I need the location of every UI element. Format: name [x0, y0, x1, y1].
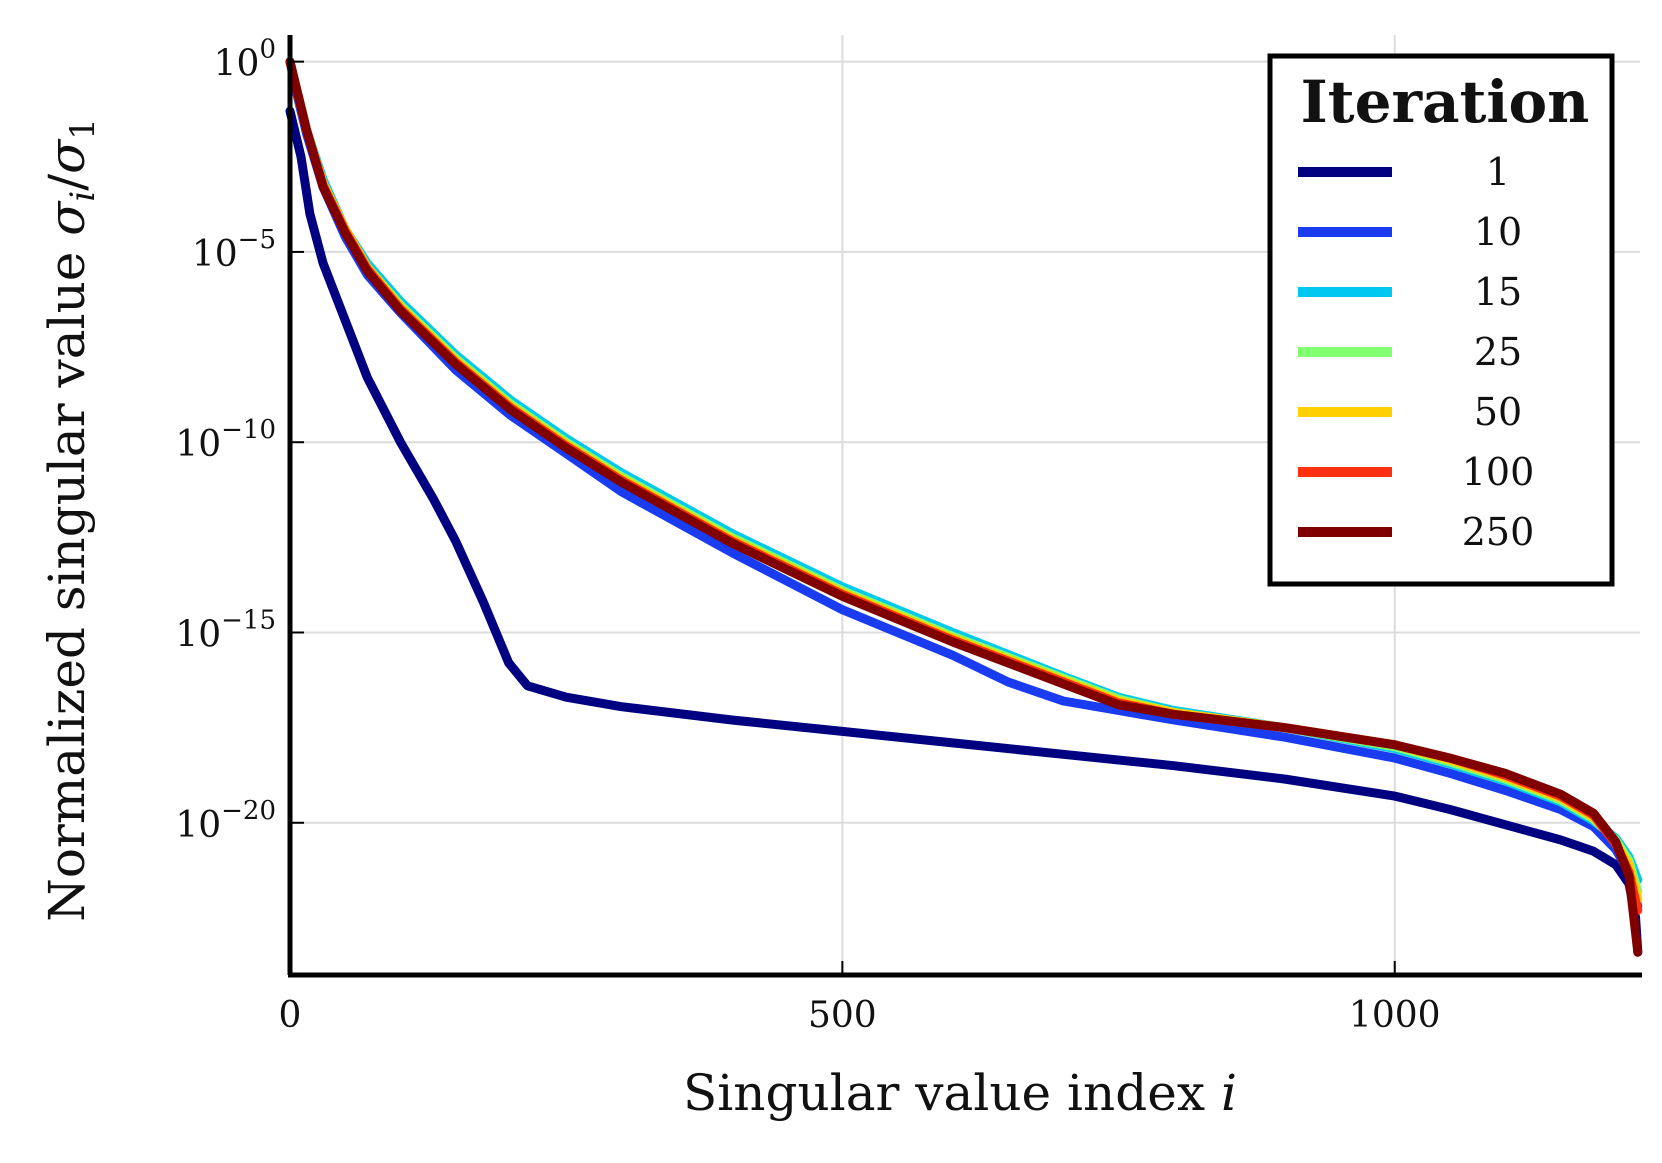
x-tick-label: 500 [808, 995, 877, 1036]
legend-label-25: 25 [1474, 330, 1522, 374]
tick-labels: 0 500 1000 100 10−5 10−10 10−15 10−20 [175, 35, 1440, 1036]
legend-label-15: 15 [1474, 270, 1522, 314]
x-axis-label: Singular value index i [683, 1064, 1237, 1122]
y-tick-label: 10−10 [175, 415, 276, 465]
y-tick-label: 100 [214, 35, 276, 85]
x-tick-label: 0 [279, 995, 302, 1036]
y-tick-label: 10−5 [192, 225, 276, 275]
legend-label-10: 10 [1474, 210, 1522, 254]
legend-label-1: 1 [1486, 150, 1510, 194]
legend-entries: 1 10 15 25 50 100 250 [1298, 150, 1534, 554]
legend-title: Iteration [1301, 68, 1590, 136]
y-axis-label: Normalized singular value σi/σ1 [38, 118, 103, 922]
series-line-250 [285, 57, 1643, 957]
legend-label-100: 100 [1462, 450, 1535, 494]
legend-box [1267, 53, 1615, 587]
y-tick-label: 10−20 [175, 796, 276, 846]
axes [287, 35, 1642, 978]
series-line-1 [285, 106, 1643, 957]
legend: Iteration 1 10 15 25 50 100 250 [1267, 53, 1615, 587]
series-lines [285, 57, 1643, 957]
x-tick-label: 1000 [1349, 995, 1441, 1036]
y-tick-label: 10−15 [175, 605, 276, 655]
legend-label-50: 50 [1474, 390, 1522, 434]
legend-label-250: 250 [1462, 510, 1535, 554]
